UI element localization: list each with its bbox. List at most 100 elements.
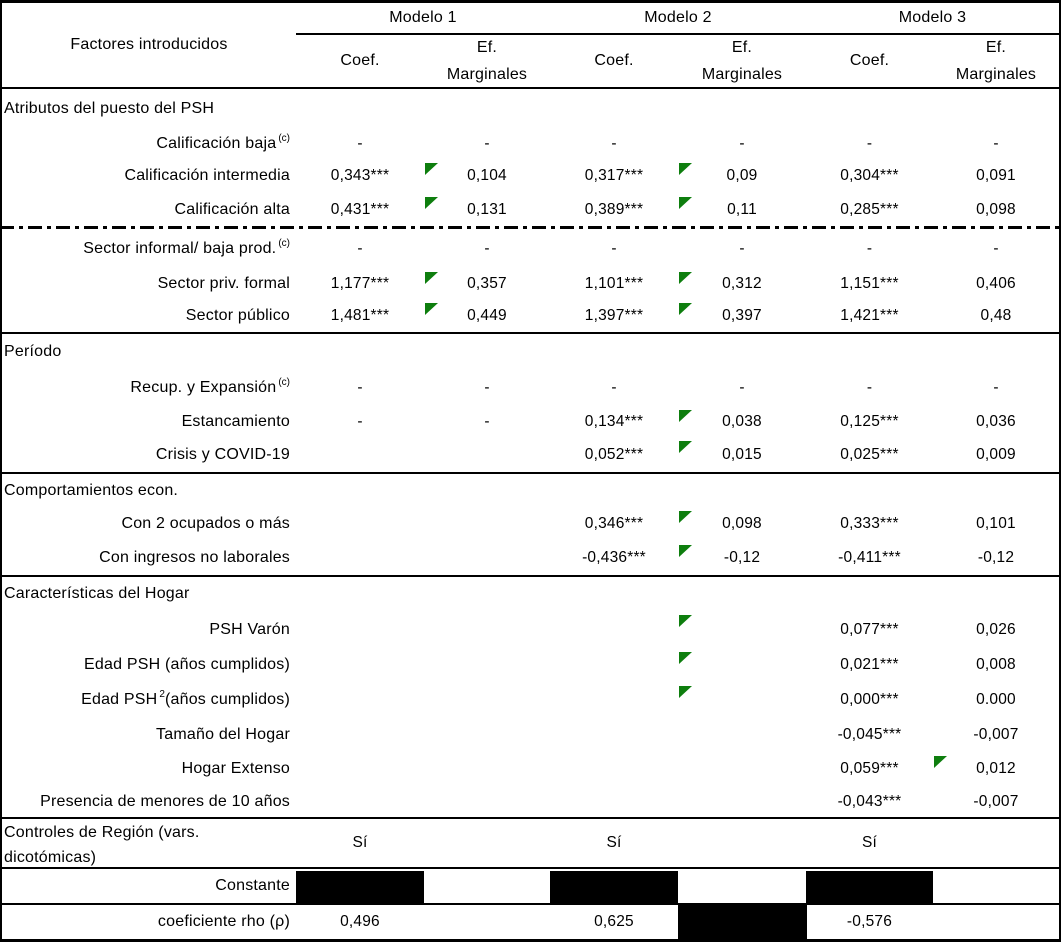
table-row: Constante (0, 869, 1061, 903)
cell-value: 0,098 (722, 515, 762, 532)
row-label: Calificación alta (0, 193, 290, 226)
cell-value: -0,12 (723, 549, 761, 566)
cell-value: - (611, 379, 617, 396)
table-row: Período (0, 334, 1061, 370)
table-row: Presencia de menores de 10 años -0,043***… (0, 786, 1061, 817)
row-label-text: (años cumplidos) (164, 691, 290, 708)
cell-value: -0,411*** (838, 549, 901, 566)
row-label: coeficiente rho (ρ) (157, 912, 290, 930)
cell-value: 1,177*** (330, 274, 390, 292)
divider (0, 472, 1061, 474)
cell-value: - (739, 379, 745, 396)
cell-value: 0,48 (980, 306, 1012, 324)
cell-value: 0,104 (467, 167, 507, 184)
cell-value: 0,008 (976, 656, 1016, 673)
table-row: Calificación baja (c) - - - - - - (0, 129, 1061, 159)
row-label: Sector público (0, 299, 290, 332)
row-label: Tamaño del Hogar (0, 718, 290, 752)
cell-value: 0,025*** (840, 445, 899, 463)
model-2-coef-header: Coef. (594, 52, 634, 69)
cell-value: - (357, 412, 363, 430)
cell-value: - (993, 240, 999, 257)
cell-value: 1,151*** (840, 274, 899, 292)
table-row: Comportamientos econ. (0, 474, 1061, 507)
divider (0, 867, 1061, 869)
row-label: Sector priv. formal (0, 268, 290, 299)
cell-value: - (357, 135, 363, 152)
cell-value: 0,026 (976, 620, 1016, 638)
cell-value: 0,077*** (840, 620, 899, 638)
cell-value: 0,397 (722, 306, 762, 324)
table-row: Sector público 1,481*** 0,449 1,397*** 0,397… (0, 299, 1061, 332)
cell-value: -0,576 (846, 912, 893, 930)
corner-label: Factores introducidos (70, 36, 228, 53)
row-label: Edad PSH 2 (años cumplidos) (0, 682, 290, 718)
cell-value: 0,125*** (840, 412, 899, 430)
cell-value: 0,036 (976, 412, 1016, 430)
cell-value: 0,333*** (840, 515, 899, 532)
superscript: 2 (159, 688, 165, 700)
cell-value: 0,449 (467, 306, 507, 324)
controls-yes-value: Sí (861, 834, 878, 851)
redaction-box (806, 871, 933, 903)
cell-value: 1,101*** (584, 274, 644, 292)
row-label: Con 2 ocupados o más (0, 507, 290, 541)
cell-value: 0,11 (727, 200, 757, 218)
model-3-ef-header: Ef. Marginales (933, 35, 1059, 87)
row-label-text: Con 2 ocupados o más (121, 515, 290, 532)
table-row: Tamaño del Hogar -0,045*** -0,007 (0, 718, 1061, 752)
model-2-header: Modelo 2 (644, 9, 712, 26)
table-row: Atributos del puesto del PSH (0, 89, 1061, 129)
table-row: Sector priv. formal 1,177*** 0,357 1,101***… (0, 268, 1061, 299)
ef-header-line1: Ef. (476, 39, 498, 56)
table-row: Hogar Extenso 0,059*** 0,012 (0, 752, 1061, 786)
model-2-ef-header: Ef. Marginales (678, 35, 806, 87)
row-label: PSH Varón (0, 611, 290, 648)
cell-value: 1,481*** (330, 306, 390, 324)
table-row: Controles de Región (vars. dicotómicas) Sí… (0, 819, 1061, 867)
cell-value: 0,317*** (584, 167, 644, 184)
divider-dashdot (0, 226, 1061, 229)
header-divider (0, 87, 1061, 89)
cell-value: 0,101 (976, 515, 1016, 532)
cell-value: 0,431*** (330, 200, 390, 218)
row-label-text: Crisis y COVID-19 (155, 445, 290, 463)
row-label-text: Sector informal/ baja prod. (83, 240, 277, 257)
redaction-box (550, 871, 678, 903)
cell-value: 0,131 (467, 200, 507, 218)
row-label: Crisis y COVID-19 (0, 437, 290, 472)
row-label: Con ingresos no laborales (0, 541, 290, 575)
section-label: Características del Hogar (4, 585, 190, 602)
cell-value: 0,406 (976, 274, 1016, 292)
cell-value: 0,059*** (840, 760, 899, 777)
cell-value: - (739, 135, 745, 152)
cell-value: 1,397*** (584, 306, 644, 324)
row-label: Sector informal/ baja prod. (c) (0, 230, 290, 268)
ef-header-line1: Ef. (731, 39, 753, 56)
row-label-text: Presencia de menores de 10 años (40, 792, 290, 810)
row-label-text: Calificación intermedia (124, 167, 290, 184)
row-label-text: Con ingresos no laborales (99, 549, 290, 566)
cell-value: 0,091 (976, 167, 1016, 184)
cell-value: 0,134*** (584, 412, 644, 430)
cell-value: - (739, 240, 745, 257)
row-label: Calificación intermedia (0, 159, 290, 193)
cell-value: 0,343*** (330, 167, 390, 184)
row-label: Estancamiento (0, 406, 290, 437)
model-1-header: Modelo 1 (389, 9, 457, 26)
cell-value: 0,312 (722, 274, 762, 292)
model-3-coef-header: Coef. (849, 52, 890, 69)
row-label-text: Calificación alta (174, 200, 290, 218)
cell-value: -0,043*** (837, 792, 902, 810)
model-1-coef-header: Coef. (340, 52, 380, 69)
excel-flag-icon (679, 615, 692, 627)
table-row: Sector informal/ baja prod. (c) - - - - - - (0, 230, 1061, 268)
cell-value: 0,346*** (584, 515, 644, 532)
table-row: Con ingresos no laborales -0,436*** -0,12 -… (0, 541, 1061, 575)
table-row: Crisis y COVID-19 0,052*** 0,015 0,025*** 0,… (0, 437, 1061, 472)
row-label-text: PSH Varón (209, 620, 290, 638)
row-label-text: Hogar Extenso (181, 760, 290, 777)
cell-value: 0,625 (594, 912, 634, 930)
superscript: (c) (278, 376, 290, 388)
